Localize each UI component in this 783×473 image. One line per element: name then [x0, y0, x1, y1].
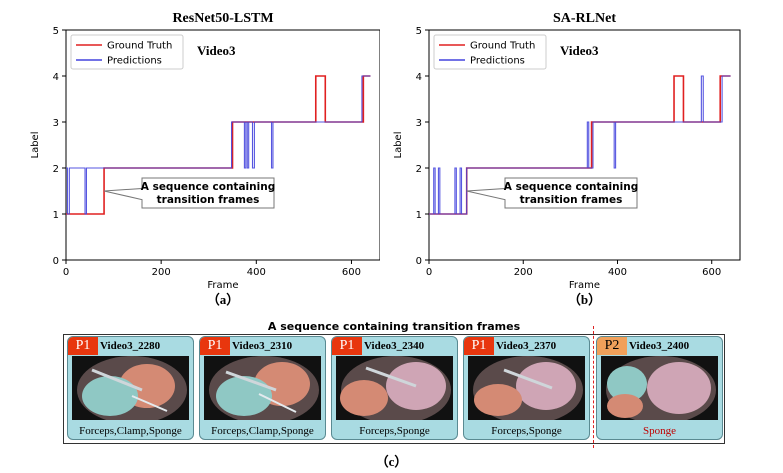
frame-id: Video3_2340 — [364, 340, 425, 352]
x-tick-label: 0 — [426, 267, 432, 278]
x-tick-label: 200 — [514, 267, 533, 278]
panel-label: （b） — [568, 292, 601, 307]
y-tick-label: 2 — [53, 164, 59, 175]
frame-card: P1 Video3_2310 Forceps,Clamp,Sponge — [199, 336, 326, 440]
strip-title: A sequence containing transition frames — [267, 320, 521, 333]
y-tick-label: 0 — [53, 256, 59, 267]
x-tick-label: 400 — [247, 267, 266, 278]
series-ground-truth — [66, 75, 371, 215]
y-tick-label: 2 — [416, 164, 422, 175]
instrument-list: Forceps,Sponge — [359, 425, 430, 437]
legend: Ground Truth Predictions — [433, 34, 547, 70]
x-tick-label: 200 — [152, 267, 171, 278]
chart-title: ResNet50-LSTM — [172, 11, 273, 26]
y-tick-label: 1 — [416, 210, 422, 221]
plot-frame — [65, 29, 380, 261]
x-tick-label: 600 — [342, 267, 361, 278]
phase-divider — [593, 326, 594, 448]
transition-frames-strip: A sequence containing transition frames … — [63, 320, 725, 448]
y-tick-label: 4 — [416, 72, 422, 83]
surgical-frame-image — [72, 356, 189, 420]
y-tick-label: 3 — [416, 118, 422, 129]
y-tick-label: 3 — [53, 118, 59, 129]
x-tick-label: 400 — [608, 267, 627, 278]
y-axis-label: Label — [393, 132, 404, 159]
frame-card: P1 Video3_2370 Forceps,Sponge — [463, 336, 590, 440]
panel-label-c: （c） — [375, 454, 408, 469]
video-label: Video3 — [197, 43, 236, 58]
phase-tag: P1 — [200, 337, 230, 355]
surgical-frame-image — [601, 356, 718, 420]
chart-a: ResNet50-LSTM 0 200 400 600 0 1 2 3 4 5 Frame Label G… — [30, 11, 380, 307]
legend-label: Ground Truth — [107, 41, 172, 52]
legend-label: Predictions — [107, 56, 162, 67]
annotation-callout — [103, 177, 275, 209]
frame-id: Video3_2280 — [100, 340, 161, 352]
y-tick-label: 5 — [53, 26, 59, 37]
x-tick-label: 0 — [63, 267, 69, 278]
instrument-list: Forceps,Clamp,Sponge — [79, 425, 182, 437]
annotation-text: transition frames — [157, 194, 260, 206]
chart-b: SA-RLNet 0 200 400 600 0 1 2 3 4 5 Frame Label Ground… — [393, 11, 741, 307]
surgical-frame-image — [468, 356, 585, 420]
phase-tag: P1 — [332, 337, 362, 355]
phase-tag: P1 — [68, 337, 98, 355]
legend-label: Predictions — [470, 56, 525, 67]
surgical-frame-image — [336, 356, 453, 420]
instrument-list: Forceps,Sponge — [491, 425, 562, 437]
x-axis-label: Frame — [569, 280, 600, 291]
frame-card: P2 Video3_2400 Sponge — [596, 336, 723, 440]
instrument-list: Forceps,Clamp,Sponge — [211, 425, 314, 437]
panel-label: （a） — [207, 292, 240, 307]
y-tick-label: 0 — [416, 256, 422, 267]
y-axis-label: Label — [30, 132, 41, 159]
frame-id: Video3_2400 — [629, 340, 690, 352]
instrument-list: Sponge — [643, 425, 676, 437]
legend-label: Ground Truth — [470, 41, 535, 52]
phase-tag: P2 — [597, 337, 627, 355]
y-tick-label: 5 — [416, 26, 422, 37]
y-tick-label: 1 — [53, 210, 59, 221]
annotation-text: transition frames — [520, 194, 623, 206]
frame-id: Video3_2370 — [496, 340, 557, 352]
x-axis-label: Frame — [207, 280, 238, 291]
annotation-callout — [466, 177, 638, 209]
frame-card: P1 Video3_2280 Forceps,Clamp,Sponge — [67, 336, 194, 440]
frame-id: Video3_2310 — [232, 340, 293, 352]
video-label: Video3 — [560, 43, 599, 58]
frame-card: P1 Video3_2340 Forceps,Sponge — [331, 336, 458, 440]
annotation-text: A sequence containing — [504, 181, 638, 193]
x-tick-label: 600 — [702, 267, 721, 278]
plot-frame — [428, 29, 741, 261]
phase-tag: P1 — [464, 337, 494, 355]
surgical-frame-image — [204, 356, 321, 420]
legend: Ground Truth Predictions — [70, 34, 184, 70]
annotation-text: A sequence containing — [141, 181, 275, 193]
series-predictions — [66, 75, 371, 215]
y-tick-label: 4 — [53, 72, 59, 83]
chart-title: SA-RLNet — [553, 11, 616, 26]
